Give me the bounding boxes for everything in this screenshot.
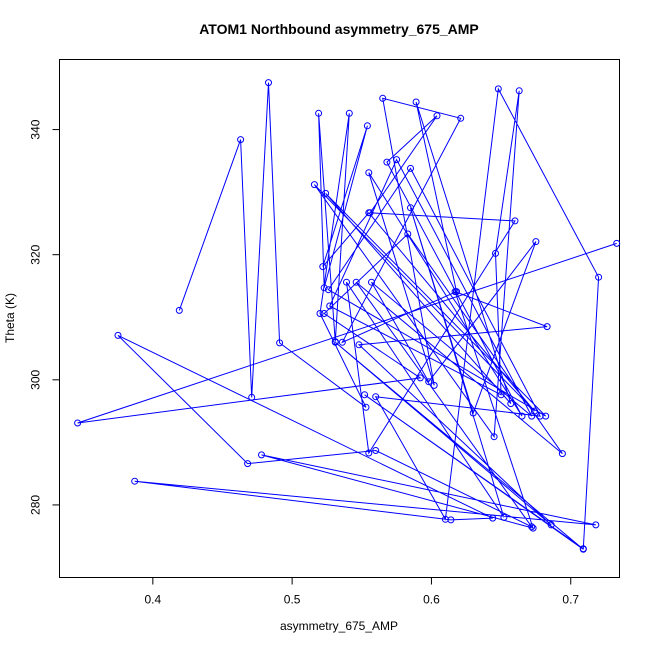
data-point (383, 158, 391, 166)
data-point (355, 341, 363, 349)
data-point (518, 412, 526, 420)
x-tick-label: 0.5 (284, 593, 301, 607)
data-point (528, 523, 536, 531)
data-point (320, 310, 328, 317)
data-point (131, 477, 139, 485)
x-tick-label: 0.6 (423, 593, 440, 607)
x-axis: 0.4 0.5 0.6 0.7 (144, 577, 579, 607)
data-point (265, 79, 272, 87)
data-point (613, 239, 621, 247)
data-point (447, 516, 455, 524)
y-tick-label: 340 (29, 119, 43, 139)
data-point (500, 513, 508, 521)
data-point (412, 98, 420, 106)
data-point (372, 447, 380, 454)
data-point (237, 136, 245, 144)
data-point (497, 391, 505, 399)
data-point (457, 114, 465, 122)
data-point (310, 181, 318, 189)
data-point (343, 278, 350, 286)
data-point (511, 217, 519, 225)
data-point (352, 278, 360, 286)
data-point (595, 273, 603, 281)
x-tick-label: 0.7 (562, 593, 579, 607)
series-line (77, 82, 617, 550)
data-point (365, 449, 373, 457)
data-point (331, 338, 339, 346)
data-point (363, 122, 371, 130)
data-point (407, 204, 414, 212)
data-point (316, 310, 324, 317)
data-point (528, 412, 536, 420)
data-point (490, 433, 498, 441)
data-point (114, 331, 122, 339)
data-point (507, 400, 515, 408)
data-point (365, 169, 373, 177)
data-point (469, 409, 477, 417)
data-point (74, 419, 82, 427)
data-point (515, 87, 523, 95)
data-point (451, 288, 459, 296)
data-point (319, 263, 327, 271)
data-point (494, 85, 502, 93)
plot-frame (59, 59, 620, 578)
data-point (368, 278, 375, 286)
data-point (532, 238, 540, 246)
data-point (404, 230, 412, 238)
data-point (558, 450, 566, 458)
data-point (326, 302, 334, 310)
data-point (315, 109, 323, 117)
data-point (407, 164, 414, 172)
data-point (320, 284, 328, 292)
data-point (258, 451, 265, 459)
data-point (361, 391, 369, 399)
data-point (393, 156, 401, 164)
y-tick-label: 300 (29, 369, 43, 389)
data-point (338, 338, 346, 346)
y-axis: 280 300 320 340 (29, 119, 60, 515)
data-point (345, 109, 353, 117)
data-point (379, 94, 387, 102)
data-point (425, 378, 433, 386)
chart-title: ATOM1 Northbound asymmetry_675_AMP (199, 21, 479, 37)
y-axis-label: Theta (K) (3, 293, 17, 343)
y-tick-label: 320 (29, 244, 43, 264)
x-tick-label: 0.4 (144, 593, 161, 607)
data-point (372, 393, 380, 401)
data-point (322, 189, 330, 197)
data-point (362, 403, 370, 411)
data-point (489, 514, 497, 522)
data-point (175, 306, 183, 314)
data-point (536, 412, 544, 420)
data-point (433, 112, 441, 120)
data-point (492, 249, 499, 257)
data-point (244, 460, 252, 468)
plot-area (74, 79, 621, 553)
data-point (529, 524, 537, 532)
data-point (543, 323, 551, 331)
data-point (416, 374, 424, 382)
y-tick-label: 280 (29, 495, 43, 515)
data-point (366, 209, 374, 217)
data-point (579, 545, 587, 553)
data-point (592, 521, 600, 529)
data-point (324, 286, 332, 294)
data-point (276, 339, 284, 347)
data-point (547, 521, 555, 529)
data-point (248, 393, 256, 401)
x-axis-label: asymmetry_675_AMP (280, 619, 398, 633)
data-point (430, 381, 438, 389)
